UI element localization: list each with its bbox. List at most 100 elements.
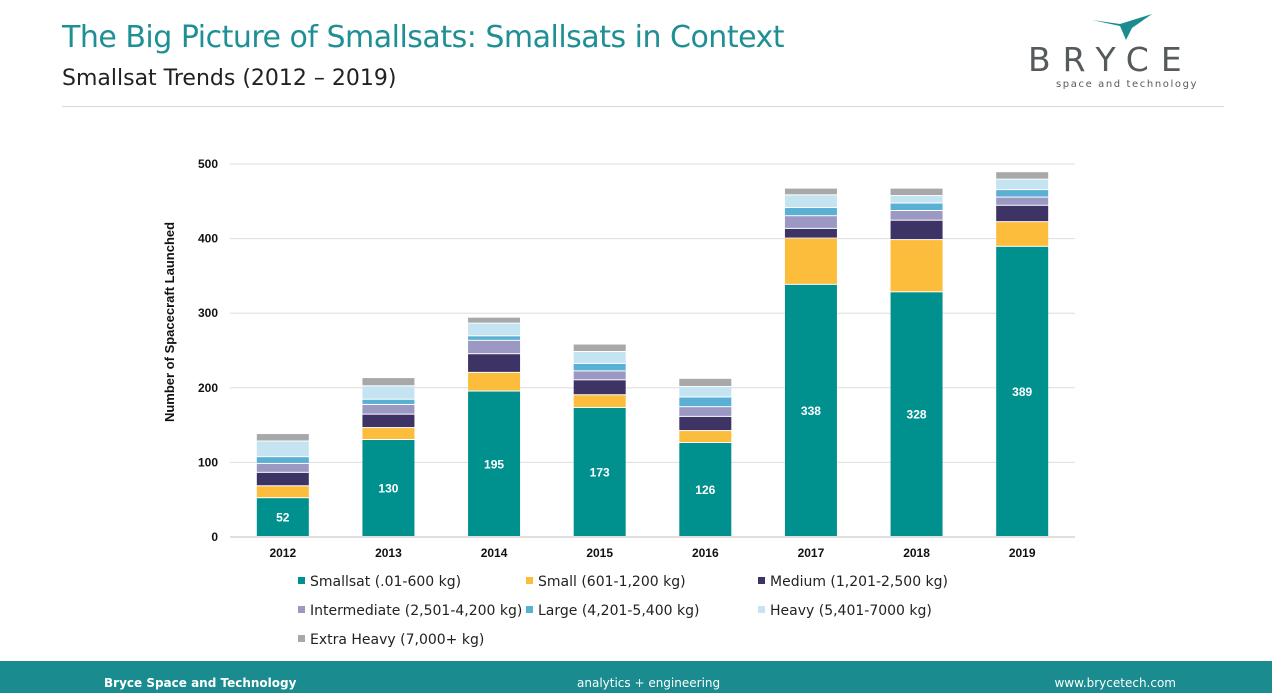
bar-segment: [256, 434, 309, 441]
bar-segment: [784, 208, 837, 216]
legend-item-large: Large (4,201-5,400 kg): [526, 603, 699, 619]
legend-label: Medium (1,201-2,500 kg): [770, 574, 949, 590]
legend-swatch-small: [526, 577, 533, 584]
bar-segment: [784, 228, 837, 238]
x-tick-label: 2013: [375, 546, 402, 560]
bar-segment: [362, 428, 415, 440]
bar-segment: [256, 463, 309, 472]
bar-segment: [468, 323, 521, 336]
y-tick-label: 0: [211, 530, 218, 544]
bar-data-label: 338: [801, 404, 821, 418]
bar-segment: [890, 203, 943, 210]
footer-website[interactable]: www.brycetech.com: [1054, 676, 1176, 690]
page-subtitle: Smallsat Trends (2012 – 2019): [62, 66, 397, 91]
y-axis-ticks: 0 100 200 300 400 500: [198, 157, 218, 544]
x-tick-label: 2016: [692, 546, 719, 560]
bar-segment: [573, 380, 626, 395]
bar-segment: [890, 196, 943, 203]
y-tick-label: 100: [198, 455, 218, 469]
bar-segment: [784, 188, 837, 195]
bar-segment: [256, 498, 309, 536]
chart-gridlines: [230, 163, 1075, 538]
bar-segment: [573, 344, 626, 351]
legend-item-intermediate: Intermediate (2,501-4,200 kg): [298, 603, 522, 619]
legend-label: Large (4,201-5,400 kg): [538, 603, 700, 619]
bar-segment: [996, 246, 1049, 536]
bar-segment: [362, 399, 415, 404]
bar-data-label: 173: [590, 465, 610, 479]
legend-item-extra-heavy: Extra Heavy (7,000+ kg): [298, 632, 484, 648]
bar-segment: [890, 292, 943, 536]
x-tick-label: 2017: [798, 546, 825, 560]
bar-segment: [573, 371, 626, 380]
bar-segment: [362, 378, 415, 386]
stacked-bar-chart: 0 100 200 300 400 500 52 130 195 173 126 338 328 389…: [162, 157, 1075, 560]
bar-segment: [996, 197, 1049, 205]
y-tick-label: 500: [198, 157, 218, 171]
footer-tagline: analytics + engineering: [577, 676, 721, 690]
bar-segment: [573, 407, 626, 536]
legend-label: Extra Heavy (7,000+ kg): [310, 632, 485, 648]
bar-segment: [362, 404, 415, 414]
bar-segment: [679, 387, 732, 397]
bar-segment: [996, 222, 1049, 246]
x-tick-label: 2019: [1009, 546, 1036, 560]
bar-segment: [679, 407, 732, 416]
bar-data-label: 130: [378, 482, 398, 496]
bar-segment: [784, 216, 837, 228]
bar-segment: [573, 363, 626, 371]
bar-data-label: 195: [484, 457, 504, 471]
y-tick-label: 300: [198, 306, 218, 320]
bar-segment: [362, 440, 415, 536]
legend-label: Heavy (5,401-7000 kg): [770, 603, 932, 619]
bar-segment: [996, 190, 1049, 197]
bar-segment: [256, 441, 309, 457]
bryce-logo-mark-icon: [1092, 14, 1152, 40]
footer-bar: Bryce Space and Technology analytics + e…: [0, 661, 1272, 693]
chart-bars: 52 130 195 173 126 338 328 389: [256, 172, 1049, 536]
legend-swatch-smallsat: [298, 577, 305, 584]
bar-segment: [468, 317, 521, 323]
logo-tagline: space and technology: [1056, 79, 1199, 90]
bar-segment: [256, 472, 309, 486]
x-tick-label: 2012: [269, 546, 296, 560]
y-tick-label: 200: [198, 381, 218, 395]
legend-label: Smallsat (.01-600 kg): [310, 574, 462, 590]
bar-segment: [890, 210, 943, 220]
bar-segment: [996, 179, 1049, 190]
bar-segment: [679, 431, 732, 443]
legend-label: Small (601-1,200 kg): [538, 574, 686, 590]
legend-swatch-heavy: [758, 606, 765, 613]
y-axis-label: Number of Spacecraft Launched: [162, 222, 177, 422]
bar-segment: [784, 284, 837, 536]
bar-segment: [996, 205, 1049, 222]
bar-segment: [679, 443, 732, 536]
legend-swatch-intermediate: [298, 606, 305, 613]
bar-segment: [679, 397, 732, 407]
bar-segment: [679, 378, 732, 387]
legend-label: Intermediate (2,501-4,200 kg): [310, 603, 523, 619]
bar-segment: [468, 354, 521, 372]
header-divider: [62, 106, 1224, 107]
x-tick-label: 2018: [903, 546, 930, 560]
footer-company: Bryce Space and Technology: [104, 676, 297, 690]
x-axis-ticks: 2012 2013 2014 2015 2016 2017 2018 2019: [269, 546, 1035, 560]
page-title: The Big Picture of Smallsats: Smallsats …: [62, 20, 785, 55]
bar-segment: [256, 486, 309, 498]
bar-segment: [573, 395, 626, 407]
legend-item-smallsat: Smallsat (.01-600 kg): [298, 574, 461, 590]
legend-swatch-large: [526, 606, 533, 613]
bar-segment: [890, 188, 943, 196]
bar-segment: [890, 220, 943, 240]
bar-segment: [996, 172, 1049, 179]
bar-segment: [256, 457, 309, 463]
bar-data-label: 389: [1012, 385, 1032, 399]
bar-data-label: 126: [695, 483, 715, 497]
bar-segment: [468, 372, 521, 391]
y-tick-label: 400: [198, 232, 218, 246]
logo-wordmark: BRYCE: [1028, 40, 1194, 79]
bar-segment: [362, 414, 415, 428]
legend-item-heavy: Heavy (5,401-7000 kg): [758, 603, 932, 619]
bar-segment: [362, 386, 415, 399]
legend-item-small: Small (601-1,200 kg): [526, 574, 686, 590]
